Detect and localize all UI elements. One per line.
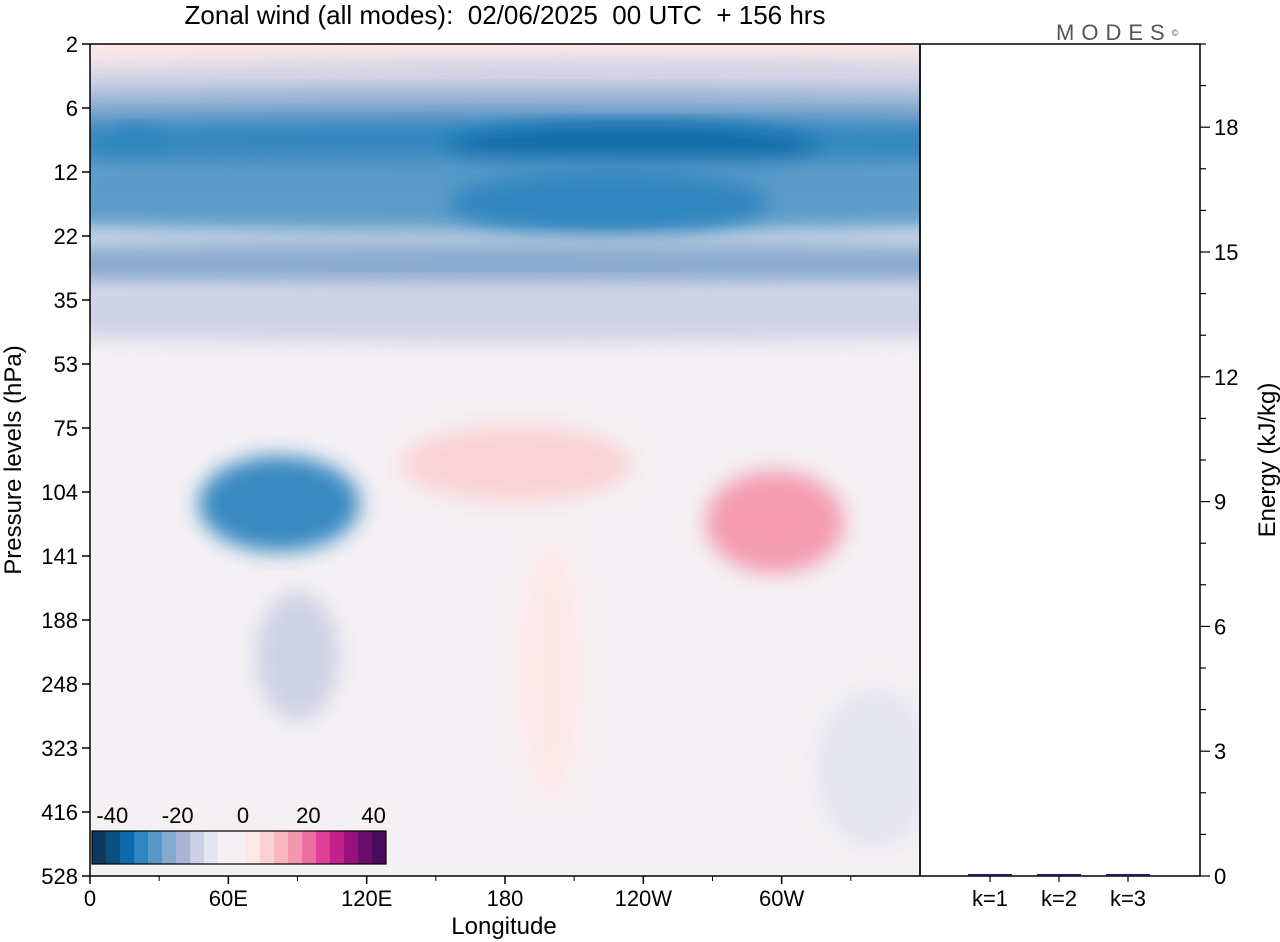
colorbar-swatch — [204, 831, 219, 864]
energy-tick-label: 15 — [1214, 240, 1238, 265]
colorbar-swatch — [358, 831, 373, 864]
colorbar-swatch — [148, 831, 163, 864]
pressure-axis: 2 6 12 22 35 53 75 104 141 188 248 323 416 528 — [41, 32, 90, 889]
colorbar-tick-label: 0 — [237, 803, 249, 828]
chart-title: Zonal wind (all modes): 02/06/2025 00 UT… — [184, 0, 826, 30]
energy-axis-label: Energy (kJ/kg) — [1254, 383, 1280, 538]
colorbar-swatch — [316, 831, 331, 864]
colorbar-swatch — [330, 831, 345, 864]
y-tick-label: 12 — [54, 160, 78, 185]
y-axis-label: Pressure levels (hPa) — [0, 345, 27, 574]
wind-field-11 — [198, 455, 360, 552]
colorbar-swatch — [302, 831, 317, 864]
colorbar-frame — [91, 830, 387, 865]
colorbar: -40 -20 0 20 40 — [91, 803, 387, 865]
energy-tick-label: 12 — [1214, 365, 1238, 390]
modes-logo: MODES© — [1056, 20, 1178, 46]
wind-field-16 — [816, 688, 920, 849]
logo-text: MODES — [1056, 20, 1172, 45]
energy-category-label: k=1 — [972, 886, 1008, 911]
longitude-axis: 0 60E 120E 180 120W 60W — [84, 876, 852, 911]
y-tick-label: 35 — [54, 288, 78, 313]
colorbar-swatch — [372, 831, 387, 864]
y-tick-label: 75 — [54, 416, 78, 441]
colorbar-swatch — [232, 831, 247, 864]
energy-bars: k=1 k=2 k=3 — [968, 874, 1150, 911]
colorbar-swatch — [106, 831, 121, 864]
energy-tick-label: 3 — [1214, 739, 1226, 764]
colorbar-swatch — [260, 831, 275, 864]
colorbar-tick-label: -40 — [96, 803, 128, 828]
x-tick-label: 0 — [84, 886, 96, 911]
colorbar-swatch — [218, 831, 233, 864]
colorbar-swatch — [344, 831, 359, 864]
y-tick-label: 323 — [41, 736, 78, 761]
colorbar-tick-label: 40 — [361, 803, 385, 828]
energy-tick-label: 0 — [1214, 864, 1226, 889]
wind-field-10 — [90, 283, 920, 342]
colorbar-swatch — [120, 831, 135, 864]
x-tick-label: 60E — [209, 886, 248, 911]
wind-field-14 — [518, 543, 584, 800]
colorbar-swatch — [92, 831, 107, 864]
energy-bar — [1037, 874, 1081, 876]
energy-category-label: k=2 — [1041, 886, 1077, 911]
colorbar-tick-label: 20 — [296, 803, 320, 828]
wind-field-6 — [113, 126, 160, 165]
y-tick-label: 528 — [41, 864, 78, 889]
colorbar-swatch — [274, 831, 289, 864]
x-tick-label: 120E — [341, 886, 392, 911]
energy-tick-label: 6 — [1214, 614, 1226, 639]
y-tick-label: 188 — [41, 608, 78, 633]
y-tick-label: 2 — [66, 32, 78, 57]
wind-field-9 — [90, 238, 920, 290]
wind-field-15 — [705, 470, 844, 574]
colorbar-swatch — [190, 831, 205, 864]
y-tick-label: 6 — [66, 96, 78, 121]
y-tick-label: 416 — [41, 800, 78, 825]
energy-bar — [1106, 874, 1150, 876]
energy-frame — [919, 43, 1201, 877]
colorbar-swatch — [288, 831, 303, 864]
y-tick-label: 248 — [41, 672, 78, 697]
colorbar-tick-label: -20 — [162, 803, 194, 828]
x-tick-label: 180 — [487, 886, 524, 911]
energy-tick-label: 18 — [1214, 115, 1238, 140]
y-tick-label: 22 — [54, 224, 78, 249]
y-tick-label: 141 — [41, 544, 78, 569]
wind-field-8 — [447, 170, 771, 235]
copyright-icon: © — [1171, 28, 1179, 38]
x-tick-label: 60W — [759, 886, 804, 911]
energy-category-label: k=3 — [1110, 886, 1146, 911]
wind-field-13 — [401, 425, 632, 503]
x-tick-label: 120W — [615, 886, 673, 911]
wind-field-12 — [256, 592, 339, 721]
energy-axis: 0 3 6 9 12 15 18 — [1200, 43, 1238, 889]
energy-tick-label: 9 — [1214, 490, 1226, 515]
colorbar-swatch — [246, 831, 261, 864]
colorbar-swatch — [162, 831, 177, 864]
x-axis-label: Longitude — [451, 913, 556, 940]
energy-bar — [968, 874, 1012, 876]
colorbar-swatch — [134, 831, 149, 864]
y-tick-label: 104 — [41, 480, 78, 505]
colorbar-swatch — [176, 831, 191, 864]
y-tick-label: 53 — [54, 352, 78, 377]
heatmap-field — [90, 44, 920, 876]
